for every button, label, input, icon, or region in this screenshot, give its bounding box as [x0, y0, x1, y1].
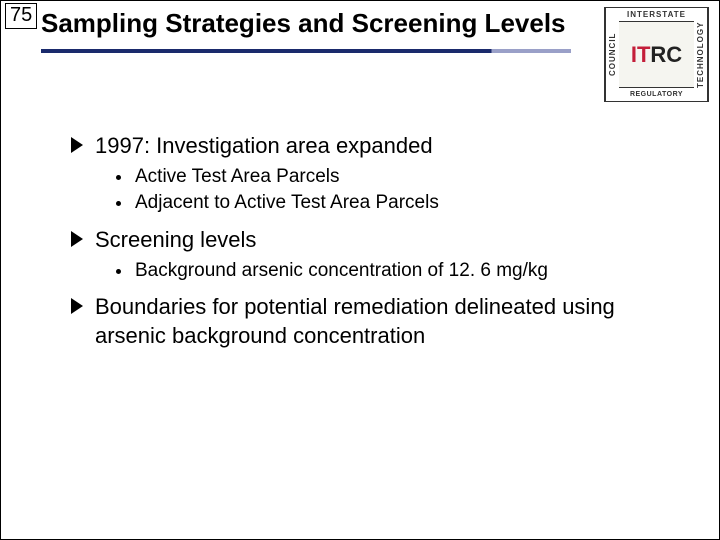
content-area: 1997: Investigation area expanded Active … — [1, 102, 719, 362]
bullet-text: Screening levels — [95, 226, 256, 255]
logo-center-1: IT — [631, 42, 651, 68]
logo-bottom-label: REGULATORY — [619, 87, 694, 101]
sub-bullet-text: Adjacent to Active Test Area Parcels — [135, 191, 439, 216]
slide-title: Sampling Strategies and Screening Levels — [41, 9, 604, 39]
itrc-logo: COUNCIL INTERSTATE ITRC REGULATORY TECHN… — [604, 7, 709, 102]
dot-bullet-icon — [116, 269, 121, 274]
logo-center: ITRC — [619, 22, 694, 87]
bullet-level-1: Boundaries for potential remediation del… — [71, 293, 659, 350]
header: Sampling Strategies and Screening Levels… — [1, 1, 719, 102]
logo-mid: INTERSTATE ITRC REGULATORY — [619, 8, 694, 101]
logo-left-label: COUNCIL — [605, 8, 619, 101]
bullet-level-2: Active Test Area Parcels — [116, 165, 659, 190]
triangle-bullet-icon — [71, 231, 83, 247]
dot-bullet-icon — [116, 175, 121, 180]
bullet-level-1: 1997: Investigation area expanded — [71, 132, 659, 161]
title-underline — [41, 49, 571, 53]
dot-bullet-icon — [116, 201, 121, 206]
sub-bullet-text: Active Test Area Parcels — [135, 165, 340, 190]
triangle-bullet-icon — [71, 298, 83, 314]
bullet-level-1: Screening levels — [71, 226, 659, 255]
logo-right-label: TECHNOLOGY — [694, 8, 708, 101]
triangle-bullet-icon — [71, 137, 83, 153]
bullet-text: 1997: Investigation area expanded — [95, 132, 433, 161]
logo-top-label: INTERSTATE — [619, 8, 694, 22]
bullet-level-2: Adjacent to Active Test Area Parcels — [116, 191, 659, 216]
logo-center-2: RC — [650, 42, 682, 68]
page-number: 75 — [5, 3, 37, 29]
bullet-level-2: Background arsenic concentration of 12. … — [116, 259, 659, 284]
title-block: Sampling Strategies and Screening Levels — [41, 9, 604, 102]
bullet-text: Boundaries for potential remediation del… — [95, 293, 659, 350]
sub-bullet-text: Background arsenic concentration of 12. … — [135, 259, 548, 284]
